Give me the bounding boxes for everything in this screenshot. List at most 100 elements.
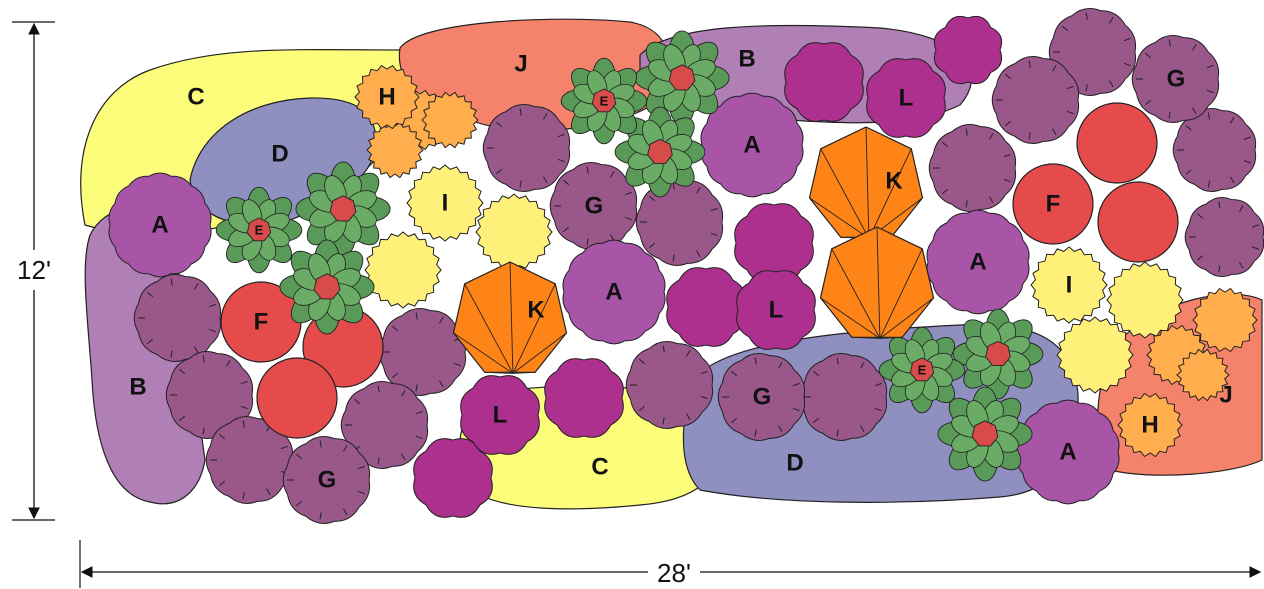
g-shrub-notch bbox=[392, 325, 399, 332]
plant-label-l: L bbox=[769, 297, 784, 324]
g-shrub-notch bbox=[1123, 62, 1131, 67]
g-shrub-notch bbox=[1003, 153, 1011, 158]
g-shrub-notch bbox=[638, 405, 646, 412]
g-shrub-notch bbox=[1252, 246, 1259, 250]
g-shrub-notch bbox=[240, 380, 248, 385]
g-shrub-notch bbox=[357, 490, 365, 495]
g-shrub-notch bbox=[792, 407, 800, 412]
g-shrub-notch bbox=[778, 362, 783, 369]
g-shrub-notch bbox=[354, 398, 361, 405]
g-shrub-outline bbox=[717, 353, 806, 441]
g-shrub bbox=[1172, 108, 1257, 192]
g-shrub-notch bbox=[377, 385, 380, 393]
g-shrub-notch bbox=[965, 128, 968, 136]
plant-label-h: H bbox=[378, 84, 395, 111]
plant-label-i: I bbox=[442, 190, 449, 217]
g-shrub-notch bbox=[860, 425, 865, 432]
g-shrub-notch bbox=[343, 508, 348, 515]
plant-label-i: I bbox=[1066, 272, 1073, 299]
g-shrub-notch bbox=[208, 303, 216, 308]
width-label: 28' bbox=[657, 558, 691, 588]
g-shrub-notch bbox=[710, 207, 718, 212]
g-shrub-notch bbox=[812, 417, 820, 424]
g-shrub-notch bbox=[1197, 213, 1204, 219]
g-shrub-notch bbox=[754, 357, 757, 365]
g-shrub-notch bbox=[562, 226, 570, 233]
l-shrub bbox=[736, 270, 816, 350]
height-label: 12' bbox=[17, 255, 51, 285]
g-shrub-notch bbox=[415, 410, 423, 415]
i-shrub bbox=[364, 231, 442, 309]
a-shrub-outline bbox=[926, 209, 1030, 315]
g-shrub-notch bbox=[989, 196, 994, 203]
g-shrub-notch bbox=[208, 328, 216, 333]
g-shrub-notch bbox=[672, 182, 675, 190]
g-shrub-notch bbox=[700, 370, 708, 375]
plant-label-g: G bbox=[753, 384, 772, 411]
g-shrub-notch bbox=[415, 435, 423, 440]
g-shrub-notch bbox=[495, 168, 503, 175]
g-shrub-notch bbox=[543, 176, 548, 183]
f-circle bbox=[256, 357, 338, 439]
k-polygon-vein bbox=[831, 248, 881, 339]
g-shrub-notch bbox=[219, 433, 226, 440]
g-shrub-notch bbox=[496, 121, 503, 128]
g-shrub-notch bbox=[170, 350, 173, 358]
g-shrub-notch bbox=[202, 427, 205, 435]
g-shrub-outline bbox=[635, 178, 724, 266]
g-shrub-notch bbox=[686, 350, 691, 357]
g-shrub-outline bbox=[133, 274, 222, 362]
plant-label-a: A bbox=[1059, 439, 1076, 466]
g-shrub-notch bbox=[519, 180, 522, 188]
g-shrub-notch bbox=[1252, 224, 1259, 228]
g-shrub-notch bbox=[179, 368, 186, 375]
g-shrub-notch bbox=[242, 492, 245, 500]
g-shrub-notch bbox=[1168, 111, 1171, 119]
g-shrub-notch bbox=[836, 357, 839, 365]
l-shrub-outline bbox=[734, 203, 814, 283]
l-shrub bbox=[866, 58, 946, 138]
k-polygon-vein bbox=[512, 332, 567, 374]
e-flower bbox=[215, 186, 303, 274]
g-shrub-notch bbox=[639, 358, 646, 365]
a-shrub bbox=[108, 172, 212, 278]
g-shrub-notch bbox=[1206, 64, 1214, 69]
g-shrub-notch bbox=[295, 500, 303, 507]
k-polygon bbox=[808, 126, 924, 239]
k-polygon-outline bbox=[819, 226, 935, 338]
g-shrub-outline bbox=[482, 104, 571, 192]
g-shrub bbox=[378, 308, 467, 396]
g-shrub bbox=[340, 381, 429, 469]
e-flower bbox=[878, 326, 966, 414]
g-shrub-notch bbox=[415, 312, 418, 320]
g-shrub-outline bbox=[799, 353, 888, 441]
g-shrub-notch bbox=[1066, 110, 1074, 115]
g-shrub bbox=[1131, 35, 1220, 123]
a-shrub-outline bbox=[562, 239, 666, 345]
g-shrub-notch bbox=[860, 362, 865, 369]
bed-label-b-top: B bbox=[738, 46, 755, 73]
g-shrub bbox=[282, 436, 371, 524]
g-shrub-notch bbox=[836, 429, 839, 437]
g-shrub-notch bbox=[1206, 89, 1214, 94]
plant-label-l: L bbox=[493, 402, 508, 429]
plant-label-a: A bbox=[151, 212, 168, 239]
plant-label-k: K bbox=[527, 297, 545, 324]
g-shrub-notch bbox=[194, 346, 199, 353]
g-shrub bbox=[635, 178, 724, 266]
g-shrub-outline bbox=[1172, 108, 1257, 192]
g-shrub-outline bbox=[991, 56, 1080, 144]
g-shrub-notch bbox=[874, 382, 882, 387]
g-shrub bbox=[133, 274, 222, 362]
bed-label-d-bottom: D bbox=[786, 450, 803, 477]
k-polygon-vein bbox=[820, 148, 870, 239]
plant-label-a: A bbox=[605, 279, 622, 306]
g-shrub-notch bbox=[586, 238, 589, 246]
k-polygon-vein bbox=[851, 336, 880, 339]
g-shrub-notch bbox=[1230, 176, 1235, 184]
bed-label-d-left: D bbox=[271, 141, 288, 168]
plant-label-e: E bbox=[600, 94, 609, 109]
g-shrub-notch bbox=[147, 291, 154, 298]
g-shrub-notch bbox=[610, 171, 615, 178]
h-shrub bbox=[1192, 287, 1258, 353]
